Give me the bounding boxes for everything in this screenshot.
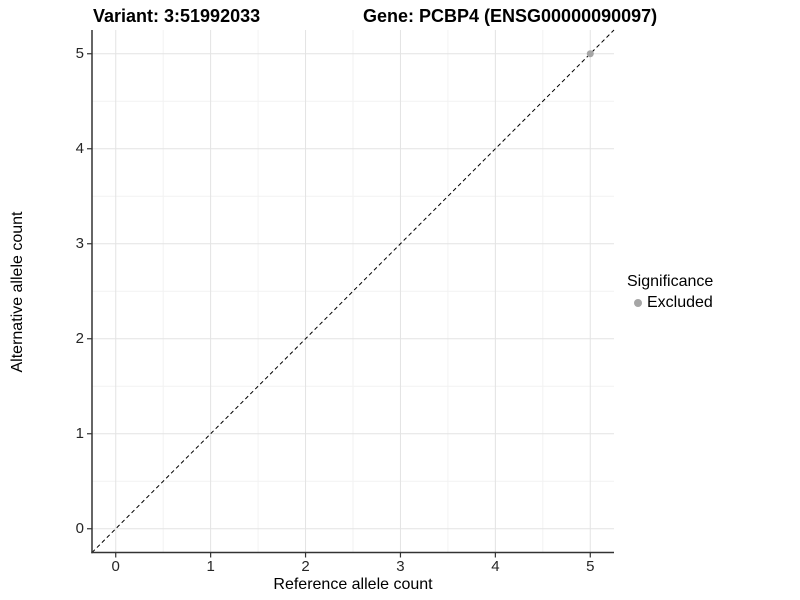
legend-item-label: Excluded — [647, 294, 713, 311]
x-tick-label: 0 — [111, 558, 120, 575]
y-tick-label: 3 — [75, 234, 84, 252]
x-tick-label: 5 — [586, 558, 595, 575]
y-axis-title: Alternative allele count — [9, 211, 26, 373]
y-tick-label: 4 — [75, 139, 84, 157]
x-tick-label: 4 — [491, 558, 500, 575]
legend-title: Significance — [627, 273, 714, 290]
legend: Significance Excluded — [627, 273, 713, 312]
variant-title: Variant: 3:51992033 — [93, 6, 261, 26]
y-tick-label: 1 — [75, 424, 84, 442]
y-tick-label: 5 — [75, 44, 84, 62]
x-tick-label: 3 — [396, 558, 405, 575]
legend-item-excluded: Excluded — [627, 294, 713, 312]
x-axis-title: Reference allele count — [273, 576, 433, 593]
x-tick-label: 2 — [301, 558, 310, 575]
x-tick-label: 1 — [206, 558, 215, 575]
legend-point-icon — [634, 299, 642, 307]
data-point — [586, 50, 594, 58]
gene-title: Gene: PCBP4 (ENSG00000090097) — [363, 6, 658, 26]
y-tick-label: 2 — [75, 329, 84, 347]
y-tick-label: 0 — [75, 519, 84, 537]
